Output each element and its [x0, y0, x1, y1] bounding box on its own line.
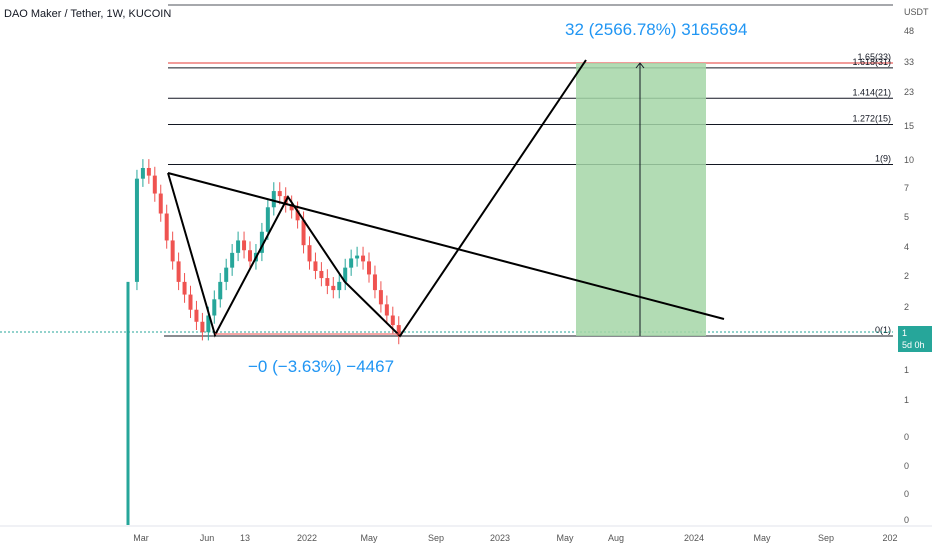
- fib-label: 1.65(33): [857, 52, 891, 62]
- candle-body: [236, 240, 241, 253]
- pattern-lines-layer: [167, 59, 725, 338]
- last-price-value: 1: [902, 328, 908, 338]
- candle-body: [325, 278, 330, 286]
- x-tick-label: 13: [240, 533, 250, 543]
- projection-arrow-head: [635, 62, 645, 69]
- candle-body: [343, 267, 348, 282]
- projection-box: [576, 63, 706, 336]
- y-tick-label: 33: [904, 57, 914, 67]
- candle-body: [355, 255, 360, 259]
- y-tick-label: 2: [904, 302, 909, 312]
- y-tick-label: 0: [904, 515, 909, 525]
- candle-body: [313, 261, 318, 271]
- candle-body: [384, 304, 389, 316]
- projection-layer: [576, 62, 706, 336]
- descending-trendline: [167, 172, 725, 320]
- fib-label: 1.618(31): [852, 57, 891, 67]
- candle-body: [277, 191, 282, 197]
- candle-body: [349, 258, 354, 268]
- bottom-annotation: −0 (−3.63%) −4467: [248, 357, 395, 376]
- y-tick-label: 4: [904, 242, 909, 252]
- y-tick-label: 15: [904, 121, 914, 131]
- x-tick-label: Sep: [818, 533, 834, 543]
- candle-body: [319, 270, 324, 279]
- y-tick-label: 0: [904, 461, 909, 471]
- fib-label: 1.272(15): [852, 114, 891, 124]
- y-axis-unit: USDT: [904, 7, 929, 17]
- last-price-tag: 1 5d 0h: [898, 326, 932, 352]
- y-tick-label: 23: [904, 87, 914, 97]
- x-tick-label: 202: [882, 533, 897, 543]
- candle-body: [367, 261, 371, 275]
- candle-body: [378, 290, 383, 305]
- candle-body: [200, 321, 205, 333]
- candle-body: [396, 325, 401, 336]
- x-tick-label: May: [556, 533, 574, 543]
- candle-body: [230, 252, 235, 268]
- candle-body: [390, 315, 395, 326]
- chart-title: DAO Maker / Tether, 1W, KUCOIN: [4, 8, 172, 20]
- target-annotation: 32 (2566.78%) 3165694: [565, 20, 748, 39]
- y-tick-label: 10: [904, 155, 914, 165]
- candle-body: [289, 204, 294, 211]
- y-tick-label: 5: [904, 212, 909, 222]
- fib-label: 1(9): [875, 153, 891, 163]
- candle-body: [295, 210, 300, 221]
- candle-body: [158, 193, 163, 214]
- x-tick-label: 2022: [297, 533, 317, 543]
- y-tick-label: 48: [904, 26, 914, 36]
- fib-label: 0(1): [875, 325, 891, 335]
- x-tick-label: 2024: [684, 533, 704, 543]
- candle-body: [152, 175, 157, 194]
- x-tick-label: Jun: [200, 533, 215, 543]
- candle-body: [372, 274, 377, 291]
- candle-body: [218, 281, 223, 300]
- x-tick-label: Mar: [133, 533, 149, 543]
- x-tick-label: May: [360, 533, 378, 543]
- fib-label: 1.414(21): [852, 87, 891, 97]
- pattern-zigzag: [167, 59, 587, 338]
- bar-countdown: 5d 0h: [902, 340, 925, 350]
- candle-body: [134, 178, 139, 282]
- candle-body: [146, 167, 151, 176]
- candle-body: [140, 167, 145, 179]
- candle-body: [271, 191, 276, 208]
- y-tick-label: 2: [904, 271, 909, 281]
- candle-body: [361, 255, 366, 262]
- candle-body: [248, 250, 252, 262]
- candle-body: [331, 285, 336, 291]
- y-tick-label: 7: [904, 183, 909, 193]
- y-tick-label: 0: [904, 489, 909, 499]
- candle-body: [259, 231, 264, 253]
- candle-body: [182, 281, 187, 295]
- candle-body: [242, 240, 247, 251]
- x-tick-label: Sep: [428, 533, 444, 543]
- candle-body: [194, 309, 199, 322]
- candle-body: [212, 299, 217, 316]
- candle-body: [170, 240, 175, 262]
- fib-levels-layer: 1.65(33)1.618(31) 1.414(21) 1.272(15) 1(9) 0…: [0, 4, 893, 337]
- candle-body: [337, 281, 342, 291]
- y-tick-label: 0: [904, 432, 909, 442]
- candle-body: [164, 213, 169, 241]
- x-tick-label: Aug: [608, 533, 624, 543]
- candle-body: [301, 220, 306, 246]
- candle-body: [188, 294, 193, 310]
- x-tick-label: 2023: [490, 533, 510, 543]
- candle-body: [265, 207, 270, 232]
- y-tick-label: 1: [904, 395, 909, 405]
- candle-body: [307, 245, 312, 262]
- candle-body: [224, 267, 229, 282]
- x-tick-label: May: [753, 533, 771, 543]
- candles-layer: [126, 159, 401, 525]
- y-tick-label: 1: [904, 365, 909, 375]
- candle-body: [206, 315, 211, 333]
- candle-body: [176, 261, 181, 282]
